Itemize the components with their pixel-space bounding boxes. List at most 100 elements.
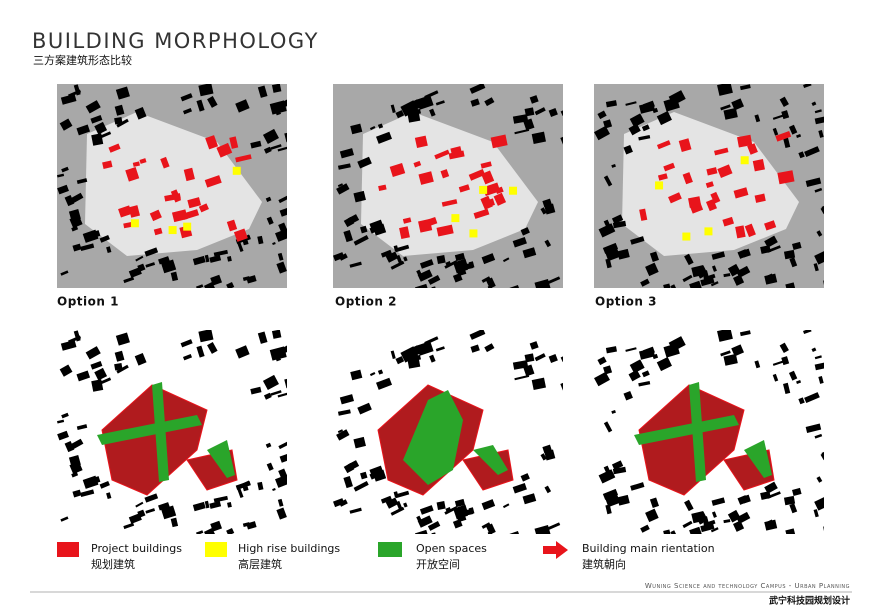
context-building [484, 343, 495, 353]
project-building [187, 197, 202, 209]
project-building [482, 182, 501, 197]
context-building [435, 100, 445, 106]
footer-title-cn: 武宁科技园规划设计 [769, 595, 850, 607]
context-building [625, 347, 637, 352]
open-space [152, 382, 169, 482]
open-space [689, 382, 706, 482]
context-building [522, 247, 537, 259]
project-building [484, 198, 495, 208]
context-building [227, 502, 232, 508]
context-building [544, 449, 556, 461]
context-building [548, 108, 558, 117]
context-building [279, 207, 287, 217]
context-building [816, 476, 823, 483]
context-building [641, 124, 650, 132]
context-building [115, 332, 130, 346]
open-space [744, 440, 772, 478]
project-building [752, 159, 765, 172]
context-building [235, 99, 250, 113]
context-building [711, 511, 717, 518]
context-building [336, 429, 350, 441]
context-building [404, 99, 422, 114]
context-building [70, 438, 84, 450]
context-building [266, 216, 274, 225]
context-building [741, 494, 751, 504]
context-building [522, 493, 537, 505]
context-building [161, 259, 177, 274]
context-building [57, 419, 65, 424]
context-building [711, 265, 717, 272]
context-building [639, 348, 656, 360]
context-building [813, 263, 819, 272]
context-building [444, 260, 458, 269]
context-building [416, 515, 423, 524]
context-building [605, 258, 612, 269]
context-building [645, 262, 659, 277]
context-building [772, 360, 784, 366]
context-building [524, 353, 535, 363]
project-building [737, 134, 753, 148]
context-building [639, 102, 656, 114]
project-building [468, 169, 486, 181]
context-building [272, 242, 276, 246]
project-building [102, 160, 113, 169]
context-building [204, 500, 210, 509]
context-building [91, 133, 104, 146]
context-building [158, 502, 170, 511]
context-building [144, 493, 159, 503]
context-building [419, 505, 434, 515]
context-building [695, 512, 709, 525]
context-building [781, 356, 790, 366]
project-building [378, 184, 387, 192]
context-building [73, 330, 81, 342]
context-building [395, 356, 405, 365]
context-building [427, 521, 441, 531]
project-building [754, 193, 766, 203]
project-building [226, 219, 238, 232]
context-building [72, 243, 82, 252]
context-building [818, 130, 824, 138]
project-building [233, 228, 248, 242]
context-building [403, 256, 408, 262]
context-building [611, 163, 616, 168]
context-building [213, 249, 229, 257]
option-label: Option 2 [335, 295, 397, 309]
context-building [123, 522, 135, 530]
context-building [529, 95, 539, 104]
context-building [811, 347, 817, 352]
context-building [684, 253, 694, 266]
legend-label: Project buildings [91, 542, 182, 555]
project-building [204, 175, 222, 188]
context-building [546, 522, 561, 531]
context-building [597, 356, 607, 366]
context-building [481, 499, 496, 511]
context-building [629, 113, 645, 128]
context-building [531, 377, 546, 390]
context-building [630, 236, 645, 245]
context-building [235, 345, 250, 359]
option-label: Option 1 [57, 295, 119, 309]
context-building [350, 369, 363, 381]
context-building [278, 468, 287, 480]
context-building [804, 146, 820, 158]
context-building [766, 491, 781, 499]
context-building [72, 489, 82, 498]
context-building [512, 483, 527, 494]
context-building [198, 84, 214, 97]
context-building [772, 127, 779, 136]
context-building [814, 355, 822, 360]
site-map [333, 84, 563, 288]
context-building [529, 341, 539, 350]
context-building [369, 469, 382, 480]
context-building [779, 342, 789, 354]
project-building [418, 171, 434, 185]
legend-arrow [543, 541, 568, 559]
context-building [689, 280, 702, 288]
context-building [805, 177, 822, 187]
project-building [710, 191, 721, 204]
context-building [598, 223, 616, 238]
context-building [61, 166, 69, 173]
context-building [710, 281, 719, 287]
context-building [814, 250, 824, 265]
context-building [278, 222, 287, 234]
